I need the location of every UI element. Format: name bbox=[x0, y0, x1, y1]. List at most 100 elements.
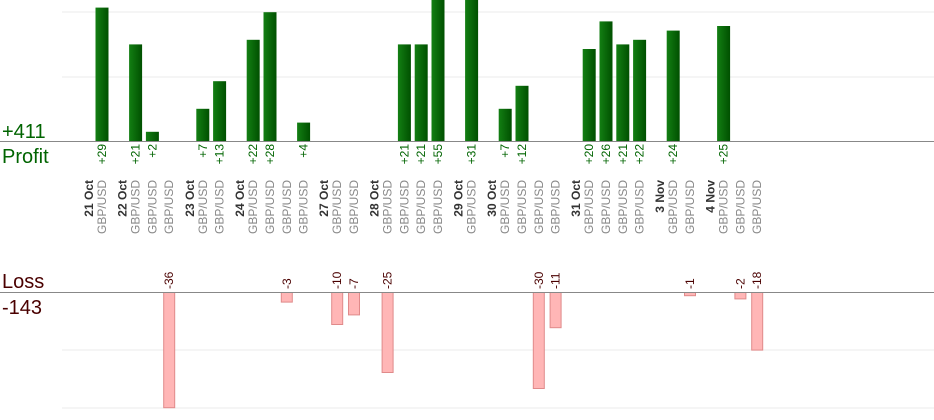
pair-label: GBP/USD bbox=[733, 180, 747, 234]
loss-bar bbox=[734, 292, 747, 300]
profit-value-label: +21 bbox=[414, 144, 428, 165]
pair-label: GBP/USD bbox=[414, 180, 428, 234]
date-label: 4 Nov bbox=[704, 180, 718, 213]
profit-value-label: +20 bbox=[582, 144, 596, 165]
pair-label: GBP/USD bbox=[515, 180, 529, 234]
profit-label: Profit bbox=[2, 146, 49, 168]
profit-bar bbox=[633, 39, 647, 141]
loss-label: Loss bbox=[2, 271, 44, 293]
profit-bar bbox=[666, 30, 680, 142]
profit-bar bbox=[145, 131, 159, 141]
profit-bar bbox=[717, 26, 731, 141]
loss-total: -143 bbox=[2, 297, 42, 319]
profit-bar bbox=[213, 81, 227, 141]
profit-bar bbox=[297, 122, 311, 141]
pair-label: GBP/USD bbox=[213, 180, 227, 234]
pair-label: GBP/USD bbox=[280, 180, 294, 234]
pair-label: GBP/USD bbox=[347, 180, 361, 234]
profit-value-label: +29 bbox=[95, 144, 109, 165]
profit-value-label: +55 bbox=[431, 144, 445, 165]
profit-bar bbox=[465, 0, 479, 141]
date-label: 3 Nov bbox=[653, 180, 667, 213]
loss-bar bbox=[751, 292, 764, 351]
pair-label: GBP/USD bbox=[145, 180, 159, 234]
date-label: 27 Oct bbox=[317, 180, 331, 217]
bars-layer bbox=[95, 0, 764, 409]
date-label: 23 Oct bbox=[183, 180, 197, 217]
pair-label: GBP/USD bbox=[95, 180, 109, 234]
profit-bar bbox=[414, 44, 428, 141]
loss-value-label: -25 bbox=[381, 271, 395, 289]
pair-label: GBP/USD bbox=[633, 180, 647, 234]
loss-value-label: -3 bbox=[280, 278, 294, 289]
profit-value-label: +21 bbox=[129, 144, 143, 165]
loss-value-label: -30 bbox=[532, 271, 546, 289]
profit-bar bbox=[498, 108, 512, 141]
profit-bar bbox=[582, 49, 596, 141]
profit-value-label: +12 bbox=[515, 144, 529, 165]
profit-value-label: +31 bbox=[465, 144, 479, 165]
pair-label: GBP/USD bbox=[431, 180, 445, 234]
loss-value-label: -36 bbox=[162, 271, 176, 289]
loss-value-label: -1 bbox=[683, 278, 697, 289]
profit-bar bbox=[263, 12, 277, 142]
loss-bar bbox=[549, 292, 562, 329]
pair-label: GBP/USD bbox=[381, 180, 395, 234]
profit-bar bbox=[196, 108, 210, 141]
loss-bar bbox=[532, 292, 545, 389]
date-label: 29 Oct bbox=[452, 180, 466, 217]
pair-label: GBP/USD bbox=[330, 180, 344, 234]
loss-value-label: -7 bbox=[347, 278, 361, 289]
date-label: 21 Oct bbox=[82, 180, 96, 217]
profit-value-label: +22 bbox=[633, 144, 647, 165]
pair-label: GBP/USD bbox=[582, 180, 596, 234]
profit-value-label: +24 bbox=[666, 144, 680, 165]
loss-bar bbox=[163, 292, 176, 409]
loss-bar bbox=[280, 292, 293, 303]
pair-label: GBP/USD bbox=[465, 180, 479, 234]
profit-value-label: +25 bbox=[717, 144, 731, 165]
profit-value-label: +2 bbox=[145, 144, 159, 158]
date-label: 28 Oct bbox=[368, 180, 382, 217]
loss-bar bbox=[348, 292, 360, 316]
loss-value-label: -10 bbox=[330, 271, 344, 289]
date-label: 24 Oct bbox=[233, 180, 247, 217]
profit-value-label: +7 bbox=[498, 144, 512, 158]
pair-label: GBP/USD bbox=[666, 180, 680, 234]
profit-bar bbox=[95, 7, 109, 141]
pair-label: GBP/USD bbox=[129, 180, 143, 234]
profit-total: +411 bbox=[2, 121, 46, 143]
pair-label: GBP/USD bbox=[297, 180, 311, 234]
profit-bar bbox=[431, 0, 445, 141]
profit-value-label: +28 bbox=[263, 144, 277, 165]
loss-value-label: -11 bbox=[549, 272, 563, 289]
loss-bar bbox=[381, 292, 394, 373]
profit-bar bbox=[129, 44, 143, 141]
pair-label: GBP/USD bbox=[616, 180, 630, 234]
date-label: 31 Oct bbox=[569, 180, 583, 217]
profit-bar bbox=[246, 39, 260, 141]
profit-value-label: +22 bbox=[246, 144, 260, 165]
date-label: 30 Oct bbox=[485, 180, 499, 217]
profit-bar bbox=[616, 44, 630, 141]
pair-label: GBP/USD bbox=[750, 180, 764, 234]
profit-bar bbox=[599, 21, 613, 141]
loss-bar bbox=[331, 292, 344, 325]
loss-value-label: -2 bbox=[733, 278, 747, 289]
pair-label: GBP/USD bbox=[683, 180, 697, 234]
profit-value-label: +26 bbox=[599, 144, 613, 165]
profit-value-label: +21 bbox=[397, 144, 411, 165]
pair-label: GBP/USD bbox=[263, 180, 277, 234]
date-label: 22 Oct bbox=[116, 180, 130, 217]
pair-label: GBP/USD bbox=[498, 180, 512, 234]
profit-value-label: +21 bbox=[616, 144, 630, 165]
loss-value-label: -18 bbox=[750, 271, 764, 289]
pair-label: GBP/USD bbox=[549, 180, 563, 234]
axes-layer bbox=[0, 141, 934, 293]
profit-value-label: +13 bbox=[213, 144, 227, 165]
profit-bar bbox=[515, 85, 529, 141]
gridlines bbox=[62, 11, 934, 409]
pair-label: GBP/USD bbox=[246, 180, 260, 234]
